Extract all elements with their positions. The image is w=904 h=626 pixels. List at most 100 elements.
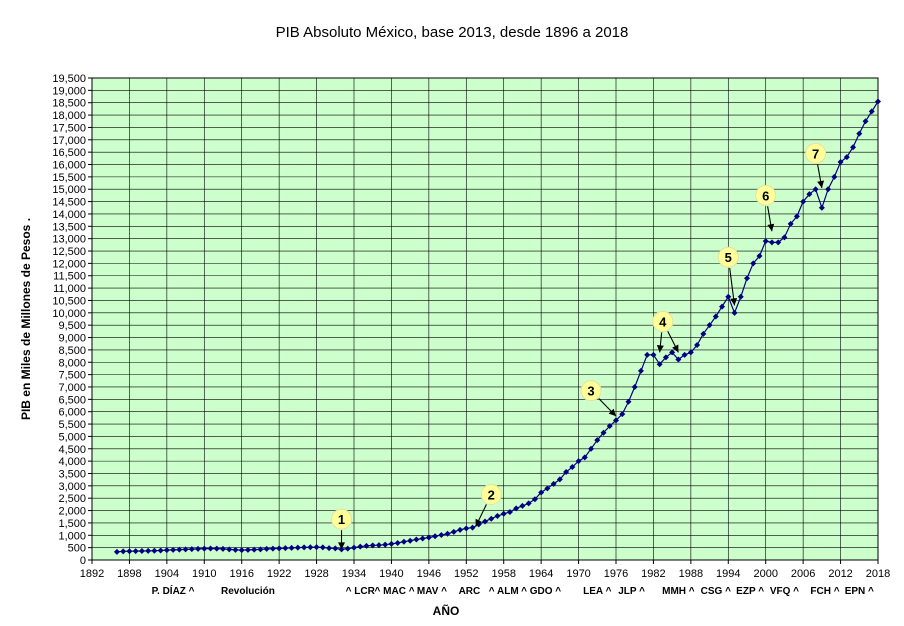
period-label: EZP ^ [736, 586, 764, 597]
data-point [706, 322, 713, 329]
data-point [269, 545, 276, 552]
x-axis-label: AÑO [433, 603, 460, 618]
y-tick-label: 19,000 [52, 85, 86, 97]
chart-title: PIB Absoluto México, base 2013, desde 18… [276, 24, 629, 41]
callout-arrowhead [608, 408, 616, 417]
data-point [344, 545, 351, 552]
data-point [513, 505, 520, 512]
y-tick-label: 3,500 [58, 468, 86, 480]
callout-bubble [480, 483, 502, 505]
data-point [419, 535, 426, 542]
data-point [781, 234, 788, 241]
data-point [425, 534, 432, 541]
data-point [613, 417, 619, 424]
data-point [575, 458, 582, 465]
y-tick-label: 12,000 [52, 258, 86, 270]
x-tick-label: 1946 [417, 568, 441, 580]
x-tick-label: 1928 [304, 568, 328, 580]
y-tick-label: 14,000 [52, 209, 86, 221]
data-point [176, 546, 183, 553]
y-tick-label: 4,500 [58, 444, 86, 456]
x-tick-label: 2018 [866, 568, 890, 580]
data-point [625, 398, 632, 405]
y-tick-label: 1,000 [58, 530, 86, 542]
callout-arrowhead [767, 223, 775, 232]
x-tick-label: 1982 [641, 568, 665, 580]
data-point [837, 159, 844, 166]
data-point [251, 546, 258, 553]
y-tick-label: 10,500 [52, 295, 86, 307]
callout-bubble [717, 246, 739, 268]
y-tick-label: 6,000 [58, 407, 86, 419]
y-tick-label: 7,000 [58, 382, 86, 394]
callout-number: 7 [812, 146, 819, 161]
period-labels: P. DÍAZ ^ Revolución ^ LCR ^ MAC ^ MAV ^ ARC ^… [152, 584, 874, 597]
x-tick-label: 1916 [229, 568, 253, 580]
data-point [681, 351, 688, 358]
y-tick-label: 12,500 [52, 246, 86, 258]
grid-lines [91, 77, 879, 561]
data-point [382, 541, 389, 548]
callout-arrowhead [730, 298, 738, 306]
period-label: ^ ALM [489, 586, 519, 597]
y-tick-label: 9,500 [58, 320, 86, 332]
callout-number: 6 [762, 188, 769, 203]
data-point [656, 361, 663, 368]
data-point [700, 330, 707, 337]
data-point [201, 545, 208, 552]
callout-arrowhead [338, 542, 346, 550]
data-point [500, 510, 507, 517]
data-point [588, 445, 595, 452]
y-tick-label: 6,500 [58, 394, 86, 406]
x-tick-label: 2006 [791, 568, 815, 580]
period-label: ^ GDO ^ [521, 586, 561, 597]
x-tick-label: 2000 [753, 568, 777, 580]
data-point [600, 429, 607, 436]
data-point [276, 545, 283, 552]
data-point [831, 173, 838, 180]
data-point [506, 509, 513, 516]
y-tick-label: 19,500 [52, 73, 86, 85]
data-point [525, 500, 532, 507]
data-point [213, 545, 220, 552]
data-point [712, 313, 719, 320]
x-tick-label: 1940 [379, 568, 403, 580]
x-tick-label: 1988 [679, 568, 703, 580]
data-point [756, 252, 763, 259]
data-point [550, 480, 557, 487]
data-point [244, 546, 251, 553]
period-label: CSG ^ [701, 586, 731, 597]
y-tick-label: 18,500 [52, 98, 86, 110]
data-point [463, 525, 470, 532]
data-point [775, 239, 782, 246]
data-point [594, 437, 601, 444]
data-point [182, 546, 189, 553]
x-tick-label: 1904 [155, 568, 179, 580]
data-point [825, 186, 832, 193]
data-point [375, 542, 382, 549]
data-point [357, 543, 364, 550]
data-point [232, 546, 239, 553]
data-point [288, 544, 295, 551]
data-point [207, 545, 214, 552]
period-label: P. DÍAZ ^ [152, 584, 195, 597]
data-point [631, 383, 638, 390]
data-point [762, 238, 769, 245]
data-point [413, 536, 420, 543]
data-point [650, 351, 657, 358]
data-point [687, 349, 694, 356]
data-point [388, 540, 395, 547]
callout-arrowhead [817, 180, 825, 188]
data-point [694, 341, 701, 348]
y-tick-label: 17,000 [52, 135, 86, 147]
data-point [332, 545, 339, 552]
data-point [394, 539, 401, 546]
x-tick-label: 1994 [716, 568, 740, 580]
data-point [868, 108, 875, 115]
y-tick-label: 15,500 [52, 172, 86, 184]
y-tick-label: 0 [80, 555, 86, 567]
data-point [637, 367, 644, 374]
y-tick-label: 500 [68, 543, 86, 555]
y-tick-label: 16,000 [52, 160, 86, 172]
data-point [145, 547, 152, 554]
